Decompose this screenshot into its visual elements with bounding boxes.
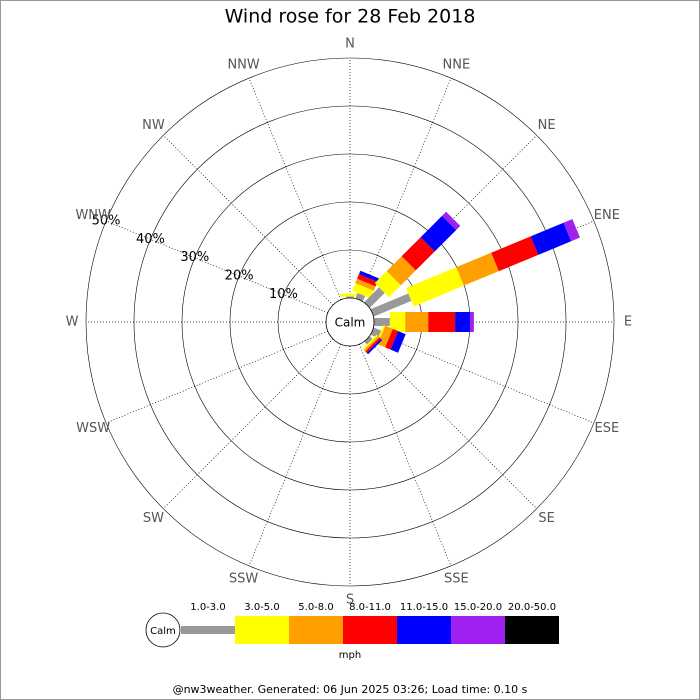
direction-label: SSW	[229, 571, 259, 586]
calm-circle	[325, 297, 375, 347]
spoke	[372, 330, 595, 424]
bar-segment	[357, 274, 378, 287]
direction-label: N	[345, 37, 355, 52]
bar-segment	[352, 283, 374, 299]
spoke	[163, 338, 334, 509]
spoke	[358, 77, 452, 300]
bar-segment	[406, 267, 464, 307]
spoke	[163, 135, 334, 306]
legend-label: 20.0-50.0	[508, 602, 556, 613]
direction-label: ESE	[594, 421, 619, 436]
bar-segment	[355, 292, 366, 302]
direction-label: SW	[143, 511, 164, 526]
direction-label: WNW	[75, 208, 111, 223]
direction-label: S	[346, 593, 354, 608]
bar-segment	[530, 222, 572, 255]
direction-label: NNW	[227, 58, 259, 73]
direction-label: SSE	[444, 571, 469, 586]
bar-segment	[456, 252, 499, 286]
bar-segment	[355, 278, 376, 291]
direction-label: ENE	[594, 208, 620, 223]
legend-label: 8.0-11.0	[349, 602, 391, 613]
bar-segment	[442, 211, 461, 230]
bar-segment	[370, 293, 412, 317]
direction-label: SE	[538, 511, 554, 526]
grid-ring	[85, 57, 615, 587]
r-tick-label: 50%	[92, 213, 121, 228]
legend-label: 15.0-20.0	[454, 602, 502, 613]
bar-segment	[363, 335, 380, 352]
legend-swatch	[451, 616, 505, 644]
bar-segment	[390, 331, 406, 353]
legend-calm-circle	[145, 612, 181, 648]
direction-label: W	[66, 315, 79, 330]
bar-segment	[365, 337, 381, 353]
bar-segment	[364, 287, 385, 308]
chart-title: Wind rose for 28 Feb 2018	[225, 6, 476, 28]
bar-segment	[385, 328, 399, 350]
legend-swatch	[289, 616, 343, 644]
bar-segment	[362, 334, 379, 351]
direction-label: WSW	[76, 421, 110, 436]
spoke	[248, 344, 342, 567]
legend-label: 3.0-5.0	[244, 602, 279, 613]
legend-swatch	[505, 616, 559, 644]
bar-segment	[374, 271, 401, 298]
legend-label: 1.0-3.0	[190, 602, 225, 613]
bar-segment	[375, 325, 386, 345]
spoke	[366, 338, 537, 509]
bar-segment	[491, 236, 539, 272]
bar-segment	[370, 327, 382, 339]
bar-segment	[420, 215, 457, 252]
footer: @nw3weather. Generated: 06 Jun 2025 03:2…	[173, 683, 528, 696]
legend-label: 11.0-15.0	[400, 602, 448, 613]
calm-label: Calm	[335, 316, 366, 330]
legend-swatch	[343, 616, 397, 644]
legend-swatch	[181, 626, 235, 634]
legend-label: 5.0-8.0	[298, 602, 333, 613]
bar-segment	[366, 338, 383, 355]
units-label: mph	[339, 650, 361, 661]
bar-segment	[386, 256, 416, 286]
bar-segment	[377, 325, 393, 348]
direction-label: E	[624, 315, 632, 330]
spoke	[105, 330, 328, 424]
spoke	[248, 77, 342, 300]
spoke	[105, 220, 328, 314]
bar-segment	[364, 336, 373, 345]
direction-label: NE	[538, 118, 556, 133]
direction-label: NNE	[443, 58, 471, 73]
legend-swatch	[235, 616, 289, 644]
legend-swatch	[397, 616, 451, 644]
legend-calm-label: Calm	[150, 626, 176, 637]
bar-segment	[358, 270, 379, 282]
spoke	[358, 344, 452, 567]
bar-segment	[563, 219, 580, 242]
direction-label: NW	[142, 118, 165, 133]
bar-segment	[401, 237, 435, 271]
